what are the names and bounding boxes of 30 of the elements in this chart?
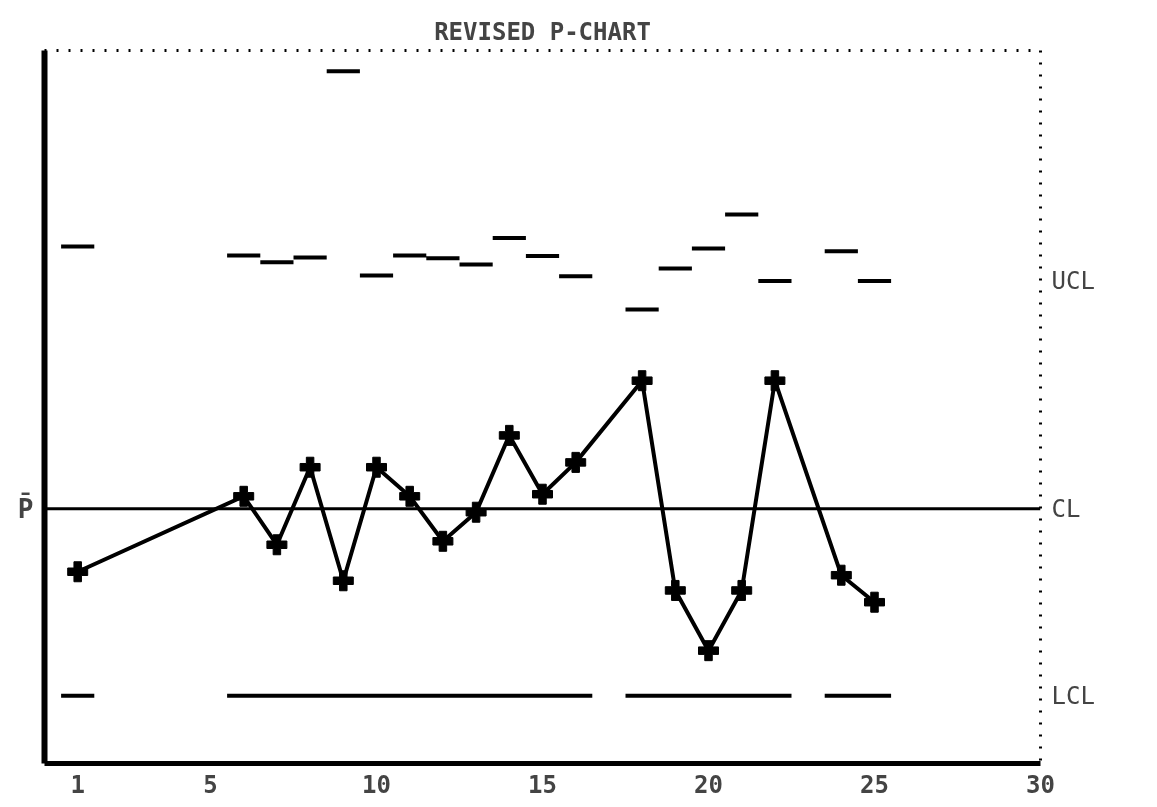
- point: [432, 530, 454, 552]
- point: [332, 570, 354, 592]
- x-tick-label: 5: [203, 770, 218, 799]
- point: [830, 564, 852, 586]
- point: [399, 485, 421, 507]
- x-tick-label: 1: [70, 770, 85, 799]
- chart-title: REVISED P-CHART: [434, 17, 651, 46]
- x-tick-label: 20: [694, 770, 723, 799]
- point: [67, 561, 89, 583]
- point: [532, 483, 553, 505]
- x-tick-label: 10: [362, 770, 391, 799]
- ref-line-label: CL: [1051, 494, 1081, 523]
- point: [498, 424, 520, 446]
- point: [698, 640, 719, 662]
- point: [731, 579, 753, 601]
- x-tick-label: 15: [528, 770, 557, 799]
- point: [764, 370, 786, 392]
- point: [631, 370, 653, 392]
- point: [565, 451, 587, 473]
- text: UCL: [1051, 267, 1095, 296]
- x-tick-label: 30: [1026, 770, 1055, 799]
- point: [233, 485, 255, 507]
- point: [366, 456, 387, 478]
- x-tick-label: 25: [860, 770, 889, 799]
- point: [664, 579, 686, 601]
- point: [266, 534, 288, 556]
- text: P̄: [17, 492, 34, 524]
- point: [299, 456, 321, 478]
- point: [864, 591, 885, 613]
- text: LCL: [1051, 681, 1095, 710]
